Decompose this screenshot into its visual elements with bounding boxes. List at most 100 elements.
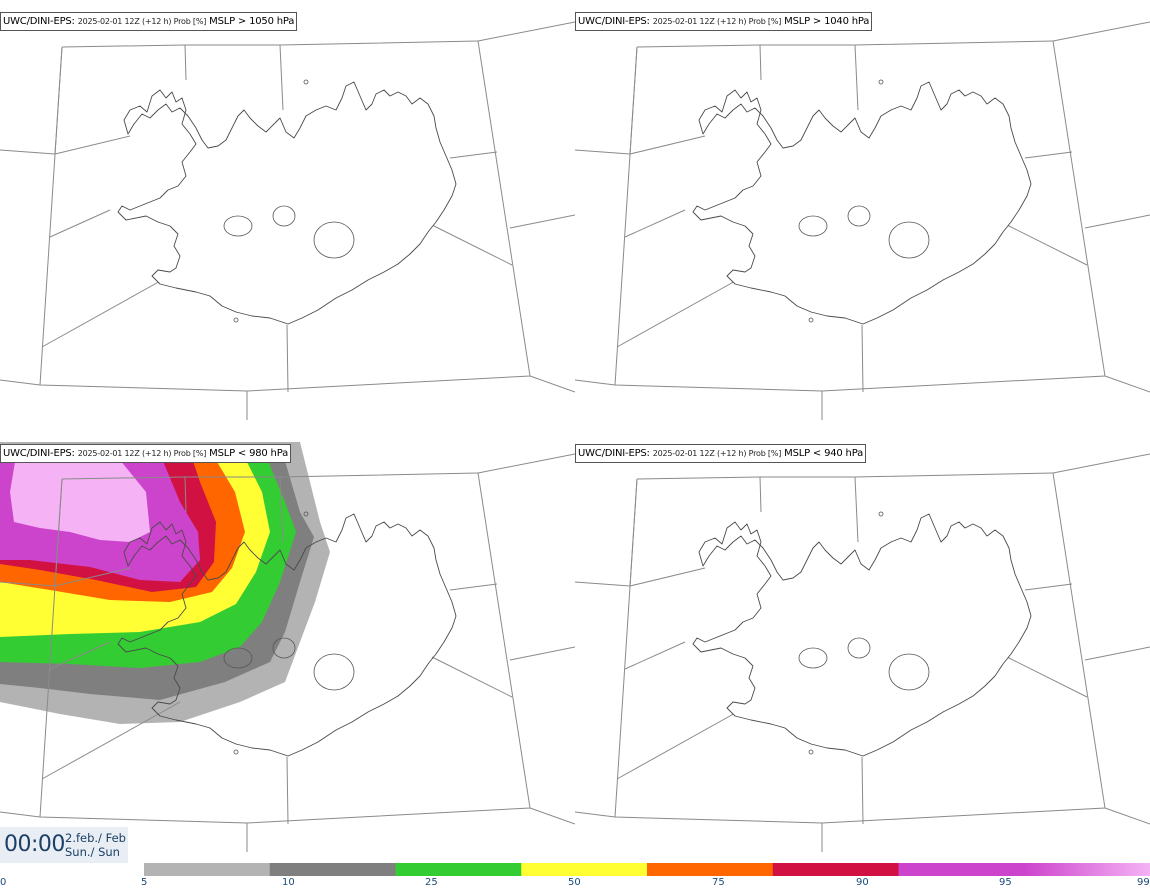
colorbar-bin (521, 863, 648, 876)
glacier-outline (878, 79, 884, 85)
probability-band (10, 460, 150, 542)
grid-line (1084, 646, 1150, 661)
grid-line (629, 478, 638, 587)
colorbar-bin (269, 863, 396, 876)
projection-grid (575, 449, 1150, 852)
grid-line (629, 46, 638, 155)
colorbar-bin (898, 863, 1025, 876)
grid-line (1104, 375, 1150, 393)
iceland-coastline (692, 513, 1032, 757)
grid-line (61, 40, 479, 48)
grid-line (449, 583, 498, 591)
colorbar-tick-50: 50 (568, 877, 581, 888)
colorbar-tick-99: 99 (1137, 877, 1150, 888)
panel-title: UWC/DINI-EPS: 2025-02-01 12Z (+12 h) Pro… (575, 444, 866, 463)
grid-line (1006, 656, 1088, 698)
map-svg (575, 449, 1150, 852)
grid-line (286, 324, 289, 393)
grid-line (629, 567, 706, 587)
run-info: 2025-02-01 12Z (+12 h) Prob [%] (652, 449, 782, 458)
iceland-coastline (117, 81, 457, 325)
map-panel-mslp-lt-980: UWC/DINI-EPS: 2025-02-01 12Z (+12 h) Pro… (0, 432, 575, 864)
glacier-outline (223, 215, 253, 237)
map-panel-mslp-lt-940: UWC/DINI-EPS: 2025-02-01 12Z (+12 h) Pro… (575, 432, 1150, 864)
glacier-outline (303, 79, 309, 85)
valid-date-line2: Sun./ Sun (65, 845, 120, 859)
glacier-outline (847, 205, 871, 227)
grid-line (629, 135, 706, 155)
grid-line (529, 807, 575, 825)
grid-line (854, 476, 859, 543)
grid-line (54, 46, 63, 155)
panel-title: UWC/DINI-EPS: 2025-02-01 12Z (+12 h) Pro… (575, 12, 873, 31)
glacier-outline (272, 205, 296, 227)
glacier-outline (272, 637, 296, 659)
grid-line (854, 44, 859, 111)
map-svg (575, 17, 1150, 420)
grid-line (1084, 214, 1150, 229)
colorbar-tick-5: 5 (141, 877, 148, 888)
colorbar-tick-0: 0 (0, 877, 7, 888)
grid-line (575, 149, 631, 155)
grid-line (616, 701, 756, 780)
colorbar-bin (772, 863, 899, 876)
colorbar-tick-10: 10 (282, 877, 295, 888)
grid-line (184, 44, 187, 81)
glacier-outline (847, 637, 871, 659)
glacier-outline (798, 215, 828, 237)
valid-time-clock: 00:00 (4, 832, 65, 857)
grid-line (477, 453, 575, 474)
grid-line (759, 44, 762, 81)
grid-line (49, 209, 111, 238)
grid-line (41, 269, 181, 348)
glacier-outline (313, 221, 355, 259)
model-name: UWC/DINI-EPS (3, 16, 72, 27)
run-info: 2025-02-01 12Z (+12 h) Prob [%] (77, 17, 207, 26)
colorbar-tick-25: 25 (425, 877, 438, 888)
panel-title: UWC/DINI-EPS: 2025-02-01 12Z (+12 h) Pro… (0, 444, 291, 463)
variable-label: MSLP > 1040 hPa (784, 16, 870, 27)
grid-line (184, 476, 187, 513)
projection-grid (0, 449, 575, 852)
grid-line (286, 756, 289, 825)
glacier-outline (888, 221, 930, 259)
map-panel-mslp-gt-1040: UWC/DINI-EPS: 2025-02-01 12Z (+12 h) Pro… (575, 0, 1150, 432)
glacier-outline (233, 749, 239, 755)
grid-line (49, 641, 111, 670)
projection-grid (0, 17, 575, 420)
iceland-coastline (117, 513, 457, 757)
variable-label: MSLP < 940 hPa (784, 448, 863, 459)
glacier-outline (223, 647, 253, 669)
glacier-outline (798, 647, 828, 669)
grid-line (41, 701, 181, 780)
colorbar-bin (1024, 863, 1150, 876)
grid-line (509, 646, 575, 661)
glacier-outline (808, 317, 814, 323)
model-name: UWC/DINI-EPS (3, 448, 72, 459)
variable-label: MSLP < 980 hPa (209, 448, 288, 459)
grid-line (575, 581, 631, 587)
probability-field (0, 442, 330, 724)
valid-date-line1: 2.feb./ Feb (65, 831, 126, 845)
iceland-coastline (692, 81, 1032, 325)
grid-line (1024, 583, 1073, 591)
panel-title: UWC/DINI-EPS: 2025-02-01 12Z (+12 h) Pro… (0, 12, 298, 31)
map-svg (0, 17, 575, 420)
glacier-outline (888, 653, 930, 691)
grid-line (279, 476, 284, 543)
grid-line (759, 476, 762, 513)
model-name: UWC/DINI-EPS (578, 448, 647, 459)
grid-line (529, 375, 575, 393)
glacier-outline (313, 653, 355, 691)
grid-line (54, 567, 131, 587)
grid-line (279, 44, 284, 111)
projection-grid (575, 17, 1150, 420)
grid-line (509, 214, 575, 229)
glacier-outline (233, 317, 239, 323)
grid-line (1006, 224, 1088, 266)
run-info: 2025-02-01 12Z (+12 h) Prob [%] (652, 17, 782, 26)
grid-line (636, 472, 1054, 480)
grid-line (616, 269, 756, 348)
map-svg (0, 442, 575, 852)
colorbar-bin (647, 863, 774, 876)
